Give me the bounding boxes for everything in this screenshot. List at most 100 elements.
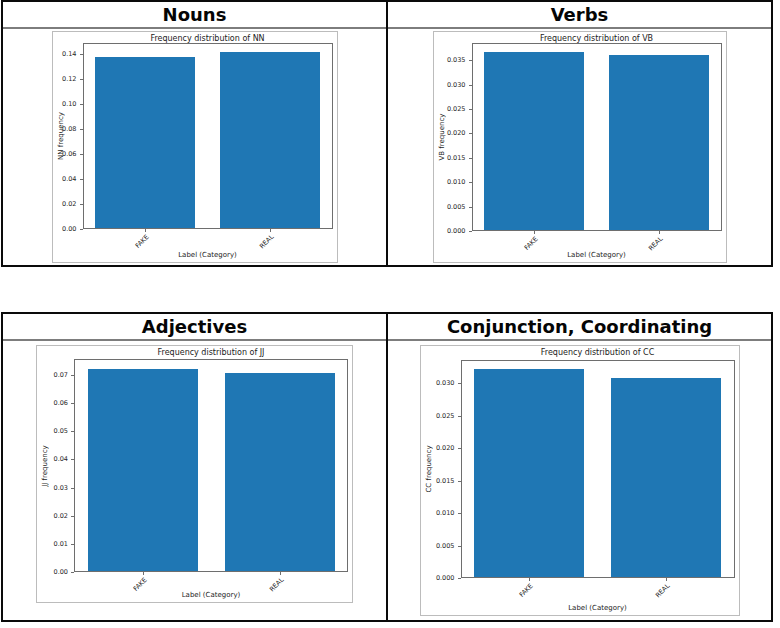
y-tick-mark [458, 416, 461, 417]
axes-box [472, 43, 722, 231]
y-tick-mark [458, 448, 461, 449]
y-tick-label: 0.10 [53, 100, 77, 108]
cell-adjectives: Adjectives Frequency distribution of JJ 0… [3, 314, 386, 620]
y-tick-mark [458, 383, 461, 384]
y-tick-mark [71, 431, 74, 432]
table-top: Nouns Frequency distribution of NN 0.00 0.… [1, 0, 773, 267]
y-tick-mark [469, 109, 472, 110]
y-tick-mark [80, 129, 83, 130]
y-tick-mark [80, 54, 83, 55]
y-tick-label: 0.00 [37, 568, 68, 576]
y-tick-mark [71, 403, 74, 404]
x-tick-mark [534, 231, 535, 234]
chart-title: Frequency distribution of JJ [74, 348, 348, 357]
x-tick-mark [145, 229, 146, 232]
x-tick-label: REAL [258, 233, 275, 250]
y-tick-label: 0.005 [421, 542, 455, 550]
y-tick-label: 0.025 [421, 412, 455, 420]
y-tick-label: 0.030 [421, 379, 455, 387]
x-tick-mark [143, 572, 144, 575]
cell-header-conjunction: Conjunction, Coordinating [388, 314, 771, 341]
y-tick-mark [71, 572, 74, 573]
y-tick-mark [71, 488, 74, 489]
cell-nouns: Nouns Frequency distribution of NN 0.00 0.… [3, 2, 386, 265]
chart-title: Frequency distribution of NN [83, 34, 333, 43]
y-tick-label: 0.000 [434, 227, 466, 235]
y-tick-label: 0.12 [53, 75, 77, 83]
cell-header-label-conjunction: Conjunction, Coordinating [447, 316, 712, 337]
cell-conjunction: Conjunction, Coordinating Frequency dist… [386, 314, 771, 620]
y-tick-label: 0.05 [37, 427, 68, 435]
table-bottom-row: Adjectives Frequency distribution of JJ 0… [3, 314, 771, 620]
y-axis-label: VB frequency [438, 114, 446, 161]
y-tick-mark [71, 459, 74, 460]
y-tick-label: 0.07 [37, 371, 68, 379]
y-tick-mark [458, 546, 461, 547]
y-tick-label: 0.02 [53, 200, 77, 208]
x-tick-label: REAL [654, 582, 671, 599]
cell-body-verbs: Frequency distribution of VB 0.000 0.005 0.… [388, 29, 771, 265]
cell-body-conjunction: Frequency distribution of CC 0.000 0.005 0.… [388, 341, 771, 620]
y-tick-mark [71, 375, 74, 376]
x-tick-mark [666, 578, 667, 581]
chart-figure-jj: Frequency distribution of JJ0.000.010.02… [36, 345, 353, 603]
table-bottom: Adjectives Frequency distribution of JJ 0… [1, 312, 773, 622]
y-tick-mark [469, 133, 472, 134]
y-tick-label: 0.04 [53, 175, 77, 183]
axes-box [461, 360, 735, 578]
cell-header-nouns: Nouns [3, 2, 386, 29]
x-tick-mark [659, 231, 660, 234]
y-tick-mark [80, 154, 83, 155]
cell-header-label-verbs: Verbs [551, 4, 609, 25]
y-tick-label: 0.14 [53, 50, 77, 58]
y-tick-label: 0.005 [434, 203, 466, 211]
cell-body-adjectives: Frequency distribution of JJ0.000.010.02… [3, 341, 386, 620]
y-tick-label: 0.02 [37, 512, 68, 520]
x-axis-label: Label (Category) [83, 251, 333, 259]
cell-verbs: Verbs Frequency distribution of VB 0.000 0… [386, 2, 771, 265]
y-tick-mark [469, 60, 472, 61]
axes-box [74, 359, 348, 572]
x-tick-mark [529, 578, 530, 581]
cell-header-label-adjectives: Adjectives [142, 316, 247, 337]
x-tick-mark [270, 229, 271, 232]
cell-header-adjectives: Adjectives [3, 314, 386, 341]
y-tick-mark [469, 182, 472, 183]
x-tick-label: REAL [647, 235, 664, 252]
y-axis-label: CC frequency [425, 445, 433, 492]
x-axis-label: Label (Category) [74, 591, 348, 599]
x-tick-label: FAKE [518, 582, 535, 599]
y-tick-label: 0.000 [421, 574, 455, 582]
y-tick-mark [458, 578, 461, 579]
cell-body-nouns: Frequency distribution of NN 0.00 0.02 0.04… [3, 29, 386, 265]
y-tick-mark [71, 516, 74, 517]
y-tick-mark [469, 207, 472, 208]
y-tick-mark [80, 204, 83, 205]
chart-title: Frequency distribution of VB [472, 34, 722, 43]
chart-title: Frequency distribution of CC [461, 348, 735, 357]
table-top-row: Nouns Frequency distribution of NN 0.00 0.… [3, 2, 771, 265]
axes-box [83, 43, 333, 229]
y-tick-label: 0.035 [434, 56, 466, 64]
y-tick-mark [458, 513, 461, 514]
y-tick-label: 0.00 [53, 225, 77, 233]
y-tick-label: 0.030 [434, 81, 466, 89]
chart-figure-cc: Frequency distribution of CC 0.000 0.005 0.… [420, 345, 740, 616]
y-tick-mark [71, 544, 74, 545]
x-tick-label: FAKE [134, 233, 151, 250]
y-tick-mark [80, 229, 83, 230]
cell-header-label-nouns: Nouns [163, 4, 227, 25]
y-tick-label: 0.025 [434, 105, 466, 113]
x-axis-label: Label (Category) [461, 604, 735, 612]
y-tick-mark [80, 79, 83, 80]
x-axis-label: Label (Category) [472, 251, 722, 259]
y-axis-label: NN frequency [57, 112, 65, 160]
y-axis-label: JJ frequency [41, 445, 49, 486]
y-tick-mark [458, 481, 461, 482]
y-tick-label: 0.06 [37, 399, 68, 407]
y-tick-mark [469, 231, 472, 232]
x-tick-label: FAKE [523, 235, 540, 252]
y-tick-mark [80, 104, 83, 105]
cell-header-verbs: Verbs [388, 2, 771, 29]
y-tick-mark [80, 179, 83, 180]
